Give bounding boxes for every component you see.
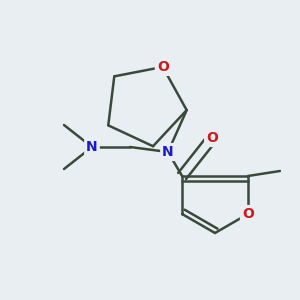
Text: O: O [242,207,254,221]
Text: O: O [157,60,169,74]
Text: N: N [162,145,174,159]
Text: N: N [86,140,98,154]
Text: O: O [206,131,218,145]
